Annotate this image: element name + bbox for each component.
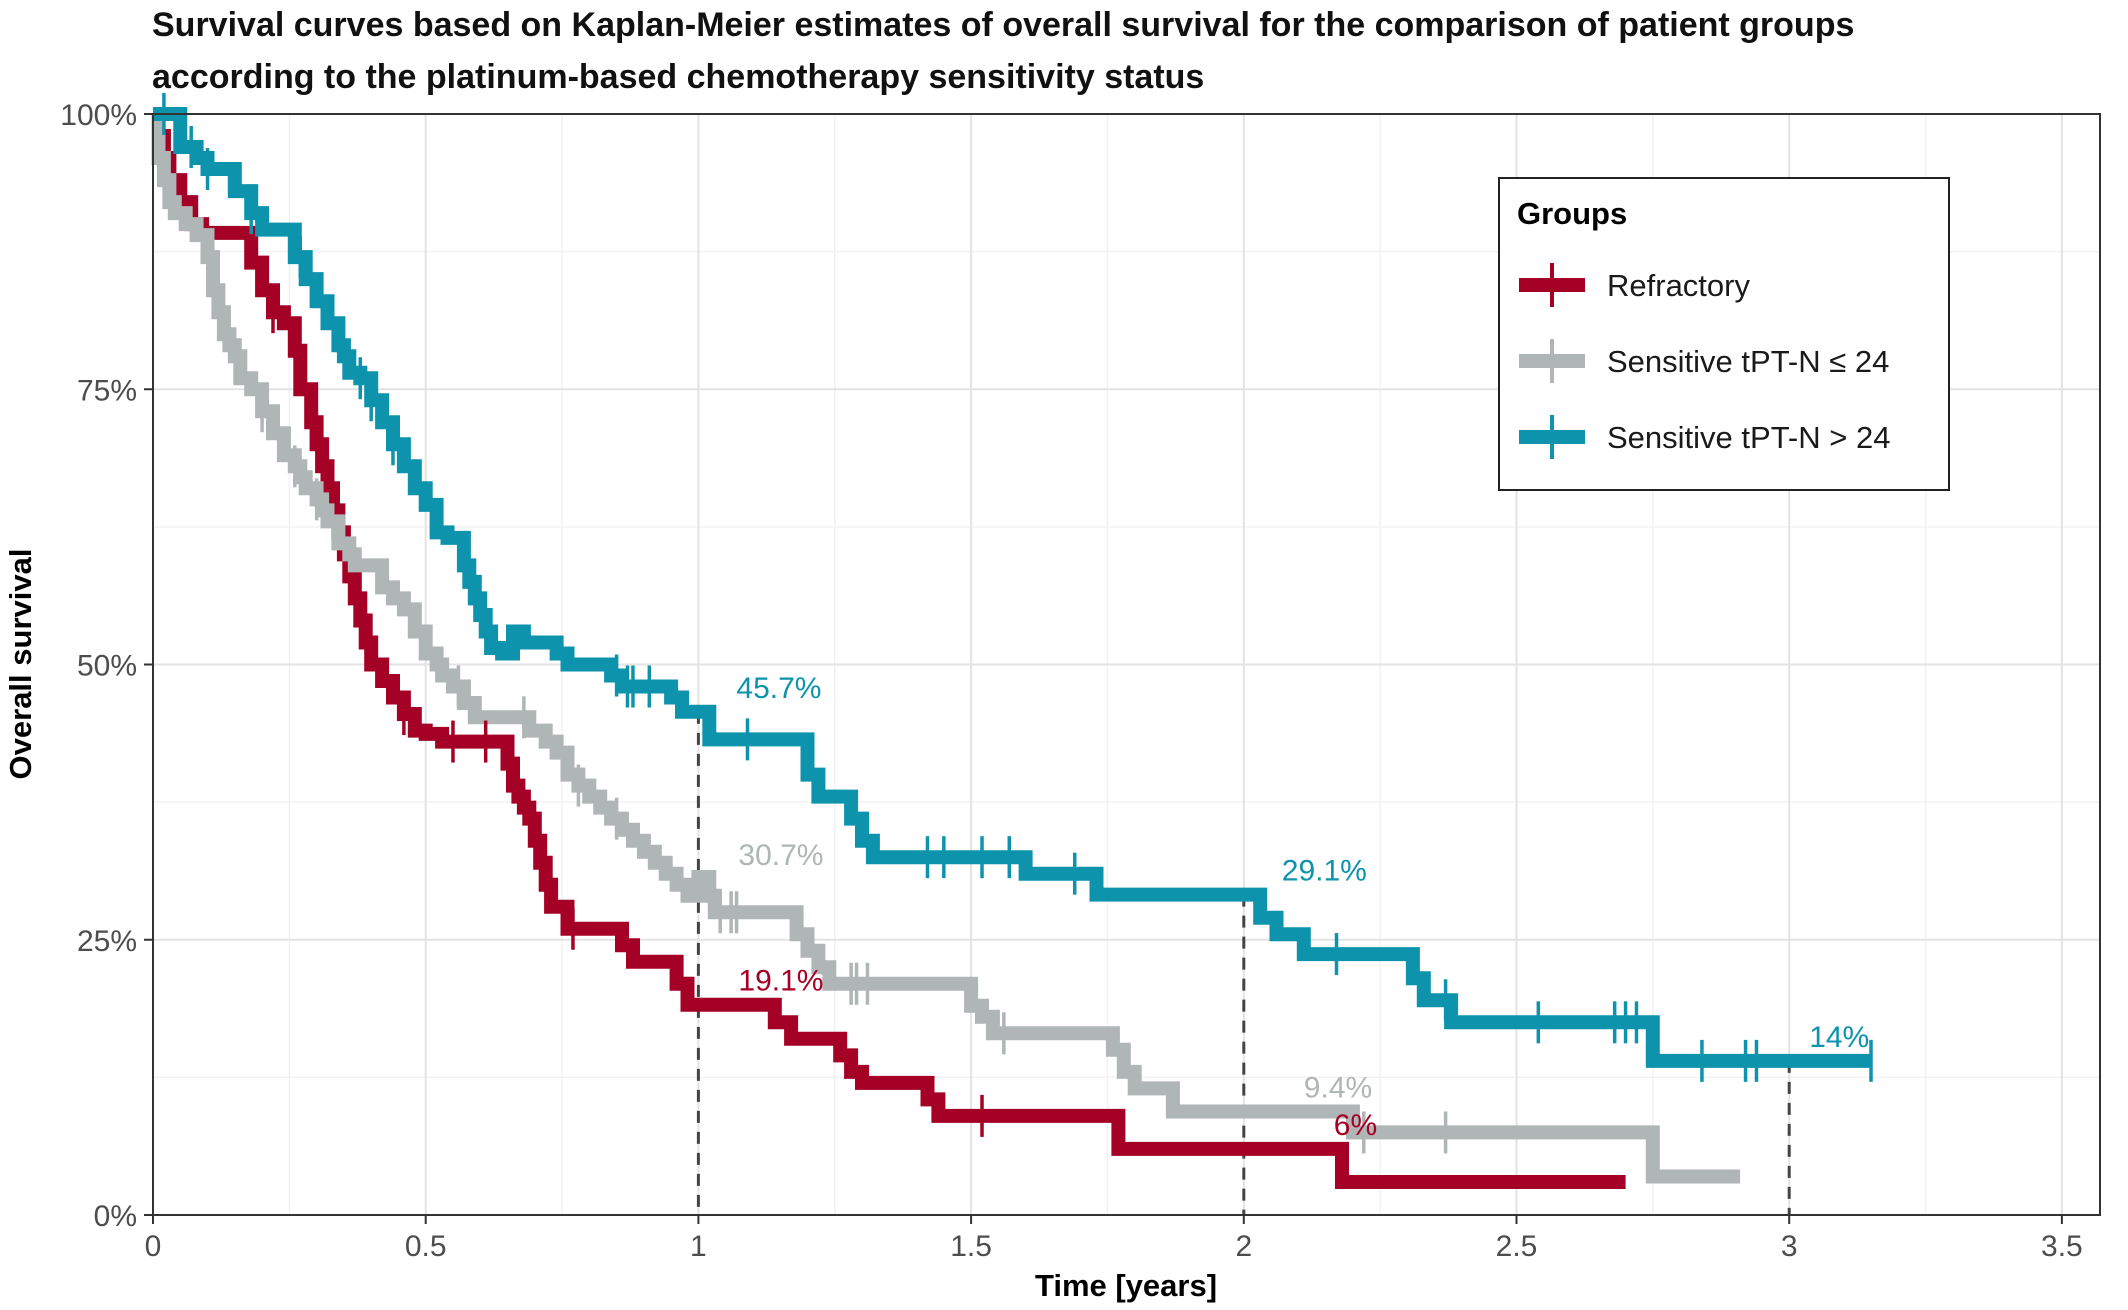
legend-item-1: Sensitive tPT-N ≤ 24 — [1519, 339, 1889, 383]
x-tick-label-0: 0 — [145, 1230, 162, 1263]
series-0-annotation-1: 6% — [1334, 1109, 1377, 1142]
legend-item-0: Refractory — [1519, 263, 1750, 307]
legend-label-1: Sensitive tPT-N ≤ 24 — [1607, 344, 1889, 379]
x-axis-title: Time [years] — [1035, 1268, 1217, 1303]
x-tick-label-5: 2.5 — [1496, 1230, 1538, 1263]
series-2-annotation-2: 14% — [1809, 1021, 1869, 1054]
series-1-annotation-0: 30.7% — [738, 839, 823, 872]
series-2-curve — [153, 107, 1871, 1068]
y-tick-label-3: 75% — [77, 374, 137, 407]
x-tick-label-4: 2 — [1235, 1230, 1252, 1263]
chart-title-line-2: according to the platinum-based chemothe… — [152, 58, 1204, 96]
legend: Groups Refractory Sensitive tPT-N ≤ 24 Sen… — [1498, 177, 1950, 491]
legend-item-2: Sensitive tPT-N > 24 — [1519, 415, 1890, 459]
x-tick-label-2: 1 — [690, 1230, 707, 1263]
y-tick-label-0: 0% — [94, 1200, 137, 1233]
x-tick-label-3: 1.5 — [950, 1230, 992, 1263]
annotations: 19.1% 6% 30.7% 9.4% 45.7% 29.1% 14% — [736, 672, 1869, 1142]
y-tick-label-2: 50% — [77, 650, 137, 683]
y-axis-title: Overall survival — [3, 549, 38, 780]
legend-title: Groups — [1517, 196, 1627, 231]
x-tick-label-1: 0.5 — [405, 1230, 447, 1263]
reference-lines — [696, 711, 1791, 1215]
legend-label-2: Sensitive tPT-N > 24 — [1607, 420, 1890, 455]
series-0-curve — [151, 107, 1626, 1189]
axis-ticks: 0 0.5 1 1.5 2 2.5 3 3.5 0% 25% 50% 75% 100% — [60, 99, 2082, 1263]
series-2-annotation-0: 45.7% — [736, 672, 821, 705]
series-2-annotation-1: 29.1% — [1282, 855, 1367, 888]
x-tick-label-6: 3 — [1781, 1230, 1798, 1263]
legend-label-0: Refractory — [1607, 268, 1750, 303]
x-tick-label-7: 3.5 — [2041, 1230, 2083, 1263]
series-1-curve — [151, 107, 1741, 1184]
y-tick-label-1: 25% — [77, 925, 137, 958]
series-0-annotation-0: 19.1% — [738, 965, 823, 998]
chart-title-line-1: Survival curves based on Kaplan-Meier es… — [152, 6, 1854, 44]
series-1-annotation-1: 9.4% — [1304, 1072, 1372, 1105]
y-tick-label-4: 100% — [60, 99, 137, 132]
